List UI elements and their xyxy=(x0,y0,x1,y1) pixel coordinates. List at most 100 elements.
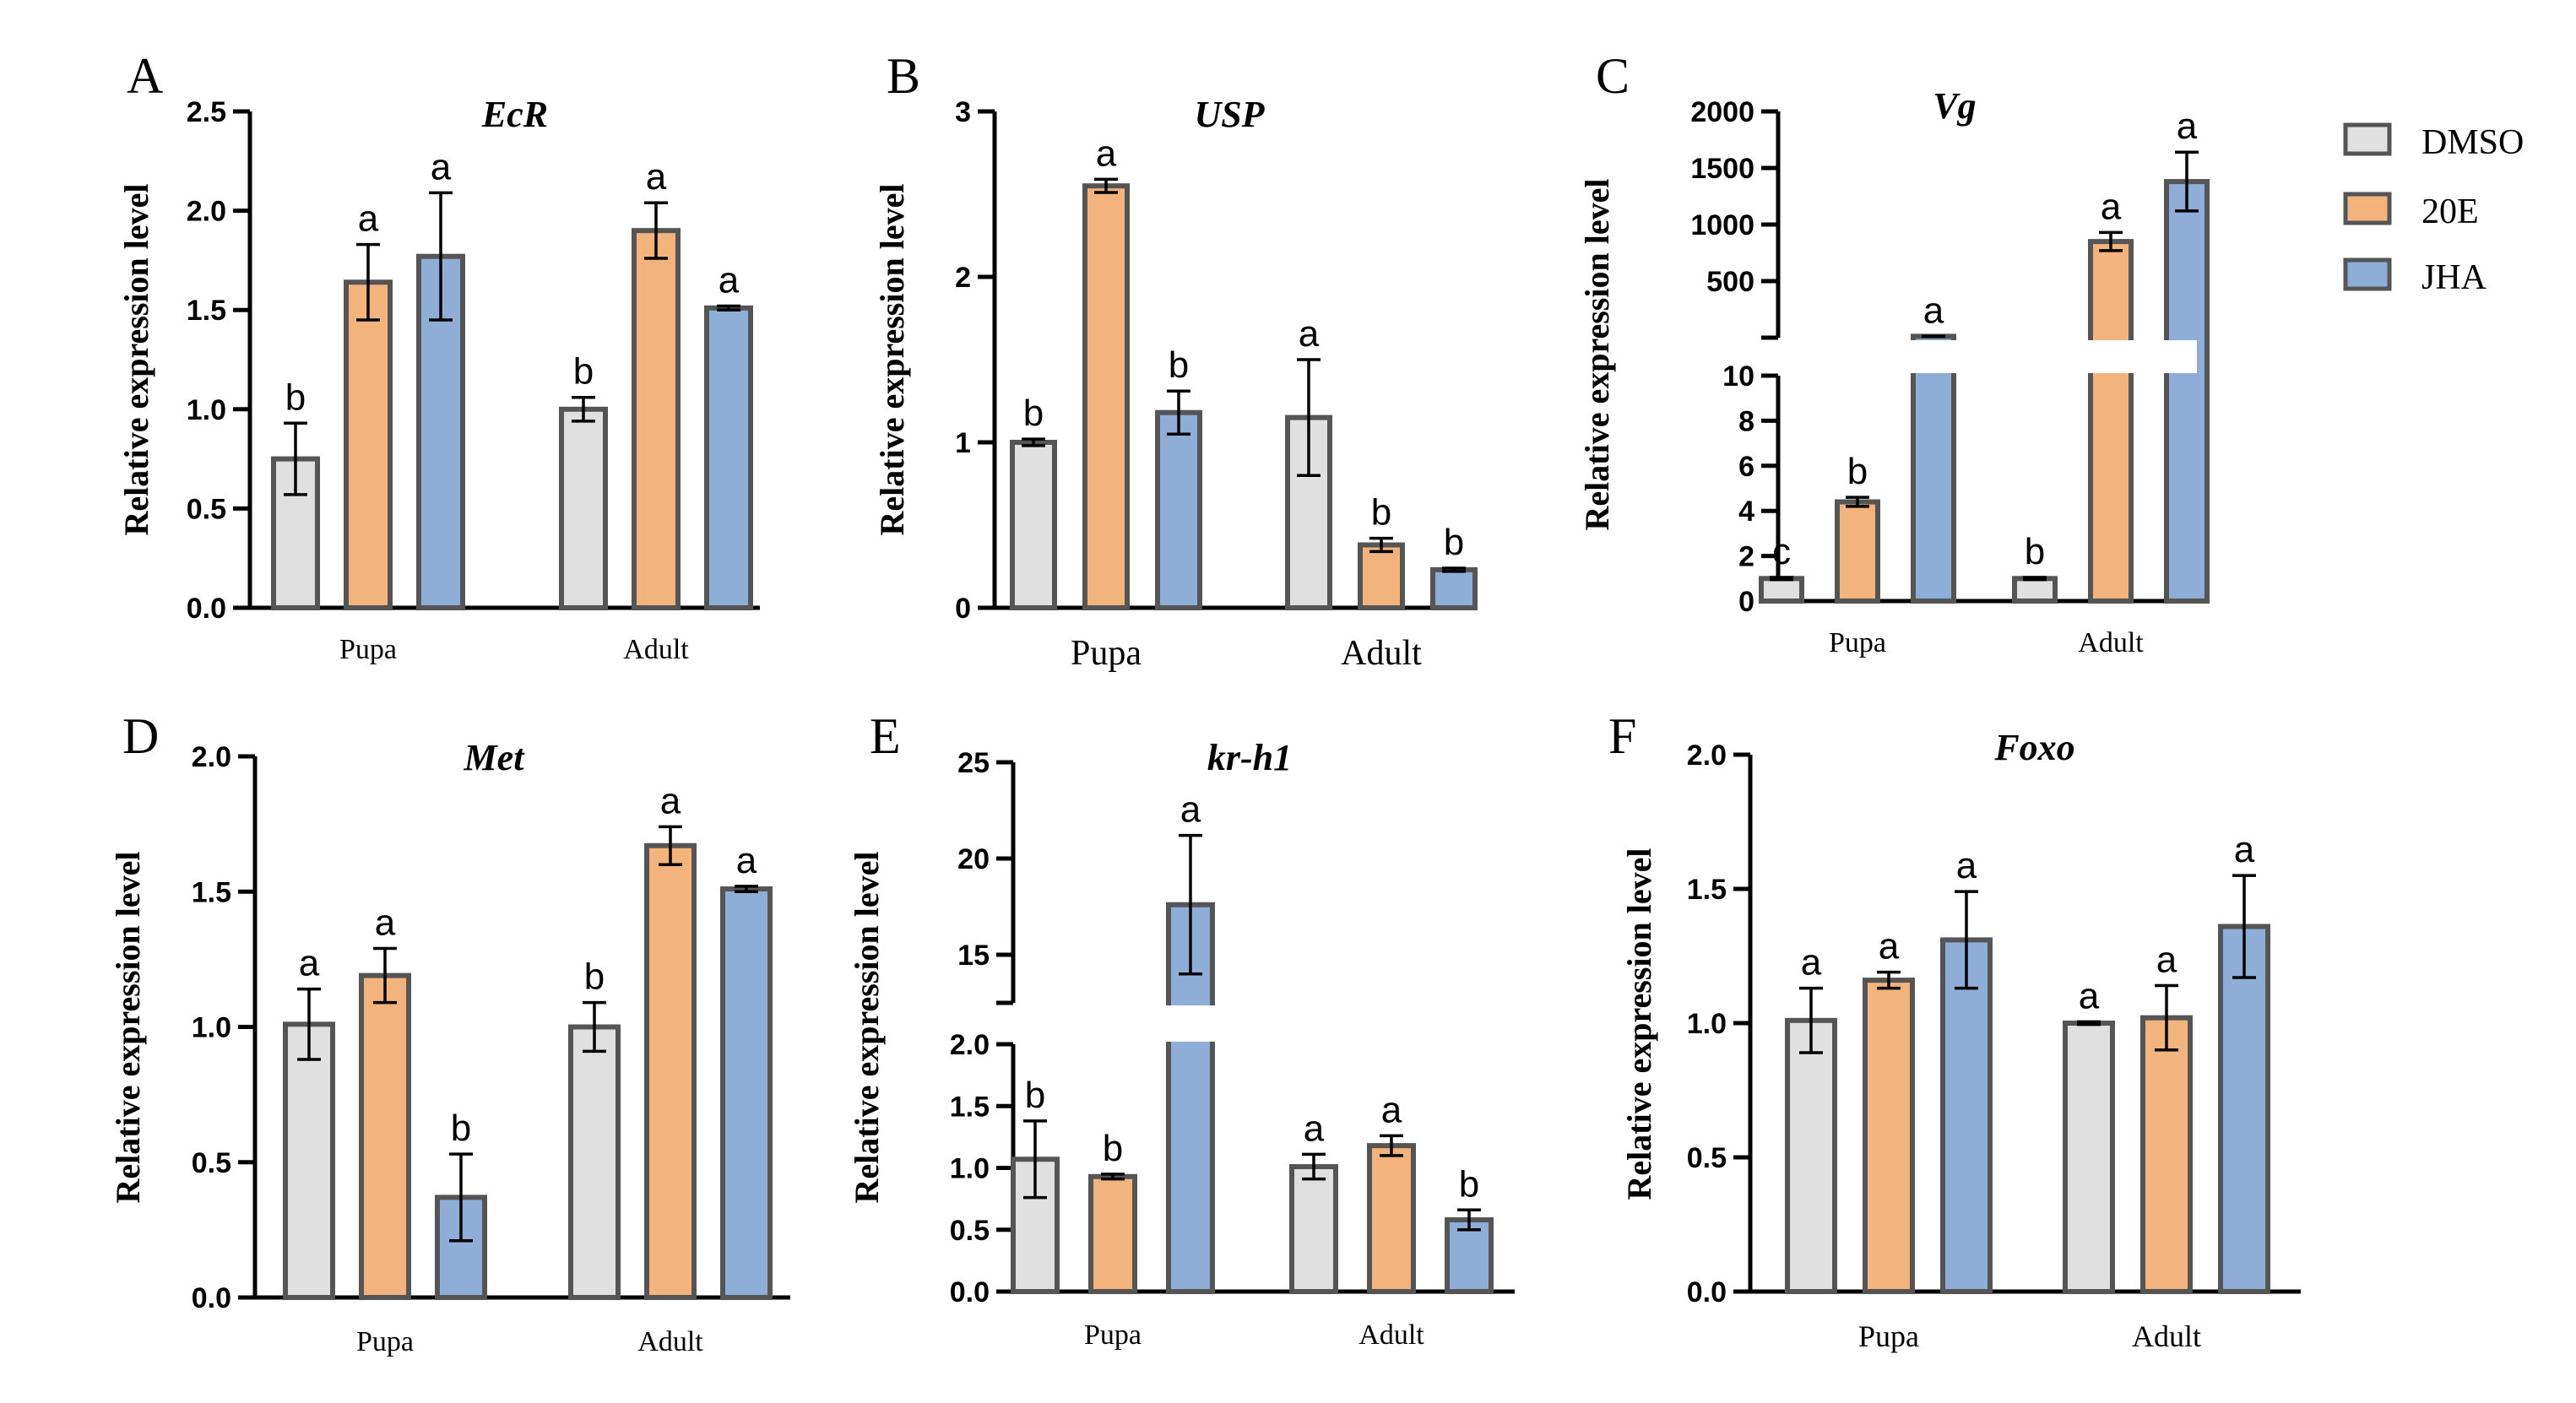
x-category-label: Pupa xyxy=(1829,627,1886,658)
bar-20e-adult xyxy=(632,228,681,610)
significance-label: b xyxy=(451,1108,471,1149)
significance-label: a xyxy=(431,146,452,187)
bar-20e-pupa xyxy=(1863,978,1915,1294)
bar-20e-adult xyxy=(1358,542,1405,611)
bar-20e-pupa xyxy=(359,972,411,1300)
significance-label: a xyxy=(736,840,757,881)
y-axis-label: Relative expression level xyxy=(873,184,911,536)
bar-dmso-adult xyxy=(568,1024,621,1300)
y-tick-label: 0.5 xyxy=(192,1147,231,1179)
y-tick-label: 0.0 xyxy=(1687,1276,1727,1308)
significance-label: a xyxy=(1304,1108,1325,1149)
bar-jha-pupa xyxy=(1911,333,1956,604)
legend-label-dmso: DMSO xyxy=(2421,123,2524,162)
y-tick-label: 2.0 xyxy=(187,196,226,228)
x-category-label: Pupa xyxy=(1071,634,1142,673)
significance-label: a xyxy=(2156,939,2177,980)
y-axis-label: Relative expression level xyxy=(109,852,147,1204)
significance-label: b xyxy=(1847,451,1868,492)
significance-label: b xyxy=(573,351,594,393)
x-category-label: Pupa xyxy=(1858,1319,1919,1353)
panel-F: F Foxo Relative expression level 0.0 0.5 1.0 1… xyxy=(1608,708,2301,1353)
y-tick-label: 20 xyxy=(957,843,990,875)
x-category-label: Adult xyxy=(1359,1319,1424,1351)
bar-jha-adult xyxy=(704,305,753,610)
panel-title: Foxo xyxy=(1993,727,2074,768)
y-axis-label: Relative expression level xyxy=(1578,179,1616,531)
significance-label: b xyxy=(285,376,306,418)
y-tick-label: 3 xyxy=(955,96,971,128)
y-tick-label: 1.0 xyxy=(187,394,226,426)
bar-dmso-pupa xyxy=(1785,1017,1837,1294)
bar-20e-adult xyxy=(644,842,697,1300)
panel-letter: B xyxy=(887,48,920,104)
significance-label: a xyxy=(1180,789,1201,831)
panel-title: USP xyxy=(1194,94,1265,135)
y-tick-label: 500 xyxy=(1706,266,1754,298)
y-tick-label: 1.0 xyxy=(1687,1008,1727,1040)
significance-label: b xyxy=(1169,344,1189,386)
significance-label: a xyxy=(1096,133,1117,174)
y-tick-label: 1.5 xyxy=(1687,874,1727,906)
bar-jha-pupa xyxy=(1155,409,1202,610)
significance-label: a xyxy=(2234,829,2255,870)
legend-label-20e: 20E xyxy=(2421,192,2479,231)
y-tick-label: 15 xyxy=(957,940,990,972)
significance-label: a xyxy=(2079,975,2100,1016)
significance-label: a xyxy=(1879,926,1900,967)
bar-20e-pupa xyxy=(1835,499,1880,604)
y-tick-label: 0.5 xyxy=(1687,1142,1727,1174)
significance-label: a xyxy=(2177,106,2198,147)
significance-label: a xyxy=(1299,313,1320,355)
y-tick-label: 1.5 xyxy=(950,1091,990,1123)
x-category-label: Pupa xyxy=(1084,1319,1142,1351)
bar-20e-pupa xyxy=(344,279,393,610)
significance-label: a xyxy=(1923,290,1944,331)
significance-label: a xyxy=(1801,942,1822,983)
y-tick-label: 25 xyxy=(957,747,990,779)
legend-swatch-dmso xyxy=(2343,122,2392,156)
y-tick-label: 0.0 xyxy=(950,1276,990,1308)
bar-20e-adult xyxy=(2140,1015,2193,1294)
panel-title: kr-h1 xyxy=(1207,737,1292,778)
significance-label: a xyxy=(719,259,740,301)
bar-jha-pupa xyxy=(1940,937,1993,1295)
bar-20e-adult xyxy=(1367,1143,1416,1294)
y-tick-label: 2.5 xyxy=(187,96,226,128)
x-category-label: Adult xyxy=(637,1326,703,1357)
y-tick-label: 2000 xyxy=(1690,96,1754,128)
legend: DMSO 20E JHA xyxy=(2343,122,2524,297)
significance-label: a xyxy=(299,943,320,984)
y-tick-label: 1000 xyxy=(1690,209,1754,241)
y-tick-label: 2.0 xyxy=(950,1029,990,1061)
significance-label: a xyxy=(375,902,396,944)
bar-20e-adult xyxy=(2088,239,2134,604)
y-axis-label: Relative expression level xyxy=(1620,848,1658,1200)
bar-dmso-pupa xyxy=(283,1021,335,1301)
bar-dmso-adult xyxy=(2012,576,2058,604)
y-tick-label: 1.5 xyxy=(192,876,231,908)
significance-label: a xyxy=(358,198,379,240)
y-tick-label: 8 xyxy=(1738,405,1754,437)
y-axis-label: Relative expression level xyxy=(117,184,155,536)
bar-jha-adult xyxy=(720,886,773,1301)
y-tick-label: 0 xyxy=(1738,586,1754,618)
significance-label: b xyxy=(1459,1163,1479,1205)
y-tick-label: 6 xyxy=(1738,451,1754,483)
axis-break-gap xyxy=(1018,1005,1520,1042)
y-tick-label: 2 xyxy=(1738,541,1754,573)
significance-label: b xyxy=(1444,522,1464,563)
bar-jha-adult xyxy=(1430,566,1478,610)
legend-label-jha: JHA xyxy=(2421,258,2487,297)
legend-swatch-20e xyxy=(2343,192,2392,225)
y-tick-label: 1.0 xyxy=(950,1153,990,1185)
panel-letter: A xyxy=(127,48,163,104)
significance-label: a xyxy=(2101,186,2122,227)
x-category-label: Adult xyxy=(623,634,689,665)
bar-dmso-adult xyxy=(1289,1164,1338,1295)
bar-dmso-adult xyxy=(559,406,608,610)
panel-letter: E xyxy=(870,708,901,764)
bar-20e-pupa xyxy=(1088,1173,1137,1294)
